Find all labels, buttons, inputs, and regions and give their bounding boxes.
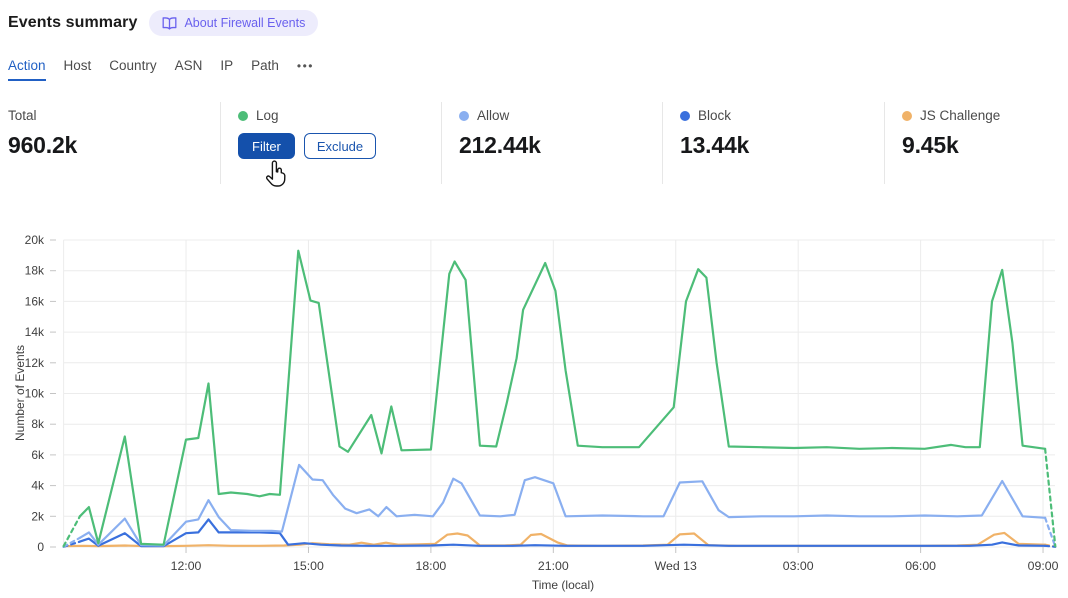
chart-series — [62, 249, 1057, 548]
x-tick-label: 03:00 — [783, 559, 814, 573]
js-challenge-value: 9.45k — [902, 132, 959, 158]
series-line-log[interactable] — [62, 515, 82, 548]
series-line-allow[interactable] — [78, 463, 1047, 547]
events-time-series-chart[interactable]: 0 2k 4k 6k 8k 10k 12k 14k 16k 18k 20k 12:00 15:00 18:… — [0, 226, 1068, 598]
allow-series-dot — [459, 110, 469, 121]
x-tick-label: Wed 13 — [655, 559, 697, 573]
tab-asn[interactable]: ASN — [174, 58, 203, 73]
about-firewall-events-button[interactable]: About Firewall Events — [149, 10, 319, 36]
block-value: 13.44k — [680, 132, 750, 158]
y-tick-label: 6k — [31, 448, 45, 462]
y-axis-title: Number of Events — [13, 345, 27, 441]
filter-button[interactable]: Filter — [238, 133, 295, 159]
chart-axes: 0 2k 4k 6k 8k 10k 12k 14k 16k 18k 20k 12:00 15:00 18:… — [25, 233, 1059, 573]
y-tick-label: 18k — [25, 264, 45, 278]
y-tick-label: 14k — [25, 325, 45, 339]
js-challenge-label: JS Challenge — [920, 108, 1001, 123]
allow-label: Allow — [477, 108, 510, 123]
series-line-log[interactable] — [1043, 447, 1057, 548]
y-tick-label: 12k — [25, 356, 45, 370]
series-line-allow[interactable] — [1043, 516, 1057, 548]
tab-ip[interactable]: IP — [220, 58, 234, 73]
stat-log: Log Filter Exclude — [220, 102, 441, 184]
group-by-tabs: Action Host Country ASN IP Path ••• — [8, 58, 314, 81]
log-label: Log — [256, 108, 279, 123]
stat-js-challenge: JS Challenge 9.45k — [884, 102, 1068, 184]
x-axis-title: Time (local) — [532, 578, 594, 592]
y-tick-label: 2k — [31, 509, 45, 523]
x-tick-label: 18:00 — [415, 559, 446, 573]
series-line-allow[interactable] — [62, 536, 82, 548]
total-label: Total — [8, 108, 37, 123]
y-tick-label: 20k — [25, 233, 45, 247]
series-line-js-challenge[interactable] — [62, 531, 1047, 548]
x-tick-label: 12:00 — [171, 559, 202, 573]
about-button-label: About Firewall Events — [184, 16, 306, 30]
x-tick-label: 06:00 — [905, 559, 936, 573]
x-tick-label: 21:00 — [538, 559, 569, 573]
stat-allow: Allow 212.44k — [441, 102, 662, 184]
allow-value: 212.44k — [459, 132, 541, 158]
y-tick-label: 4k — [31, 479, 45, 493]
js-challenge-series-dot — [902, 110, 912, 121]
stat-block: Block 13.44k — [662, 102, 884, 184]
exclude-button[interactable]: Exclude — [303, 133, 377, 159]
series-line-block[interactable] — [78, 518, 1047, 548]
x-tick-label: 09:00 — [1028, 559, 1059, 573]
stats-row: Total 960.2k Log Filter Exclude Allow — [0, 102, 1068, 184]
block-label: Block — [698, 108, 732, 123]
page-title: Events summary — [8, 14, 138, 31]
more-tabs-icon[interactable]: ••• — [296, 59, 314, 73]
tab-host[interactable]: Host — [63, 58, 92, 73]
stat-total: Total 960.2k — [0, 102, 220, 184]
page-header: Events summary About Firewall Events — [8, 10, 319, 36]
y-tick-label: 0 — [37, 540, 44, 554]
tab-action[interactable]: Action — [8, 58, 46, 81]
y-tick-label: 16k — [25, 294, 45, 308]
series-line-block[interactable] — [1043, 544, 1057, 548]
y-tick-label: 8k — [31, 417, 45, 431]
total-value: 960.2k — [8, 132, 78, 158]
book-icon — [162, 16, 177, 30]
x-tick-label: 15:00 — [293, 559, 324, 573]
series-line-log[interactable] — [78, 249, 1047, 546]
tab-path[interactable]: Path — [251, 58, 279, 73]
tab-country[interactable]: Country — [109, 58, 157, 73]
chart-canvas[interactable]: 0 2k 4k 6k 8k 10k 12k 14k 16k 18k 20k 12:00 15:00 18:… — [0, 226, 1068, 598]
log-series-dot — [238, 110, 248, 121]
block-series-dot — [680, 110, 690, 121]
y-tick-label: 10k — [25, 387, 45, 401]
